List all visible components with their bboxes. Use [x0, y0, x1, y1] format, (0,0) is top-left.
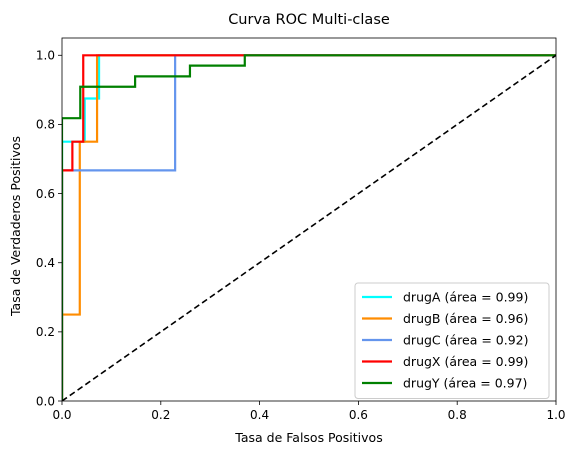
- roc-line-drugy: [62, 54, 556, 401]
- legend: drugA (área = 0.99) drugB (área = 0.96) dr…: [354, 282, 550, 399]
- roc-line-drugx: [62, 54, 556, 401]
- plot-area: [62, 54, 556, 401]
- axes-frame: [61, 37, 557, 402]
- y-tick-label: 0.4: [36, 256, 55, 270]
- y-tick-label: 0.8: [36, 118, 55, 132]
- x-tick-label: 1.0: [546, 408, 565, 422]
- legend-label: drugB (área = 0.96): [403, 311, 528, 326]
- legend-label: drugC (área = 0.92): [403, 333, 529, 348]
- series-lines: [62, 54, 556, 401]
- axis-ticks: 0.0 0.2 0.4 0.6 0.8 1.0 0.0 0.2 0.4 0.6 0.8 1.0: [36, 49, 566, 422]
- x-tick-label: 0.6: [349, 408, 368, 422]
- chart-title: Curva ROC Multi-clase: [228, 12, 390, 28]
- x-tick-label: 0.4: [250, 408, 269, 422]
- x-tick-label: 0.0: [52, 408, 71, 422]
- y-axis-label: Tasa de Verdaderos Positivos: [8, 136, 23, 317]
- y-tick-label: 0.2: [36, 325, 55, 339]
- legend-label: drugX (área = 0.99): [403, 354, 528, 369]
- legend-label: drugY (área = 0.97): [403, 376, 527, 391]
- y-tick-label: 1.0: [36, 49, 55, 63]
- legend-label: drugA (área = 0.99): [403, 290, 528, 305]
- y-tick-label: 0.6: [36, 187, 55, 201]
- chance-diagonal-line: [62, 54, 556, 401]
- y-tick-label: 0.0: [36, 394, 55, 408]
- legend-box: [354, 282, 550, 399]
- x-tick-label: 0.8: [448, 408, 467, 422]
- x-tick-label: 0.2: [151, 408, 170, 422]
- x-axis-label: Tasa de Falsos Positivos: [234, 430, 382, 445]
